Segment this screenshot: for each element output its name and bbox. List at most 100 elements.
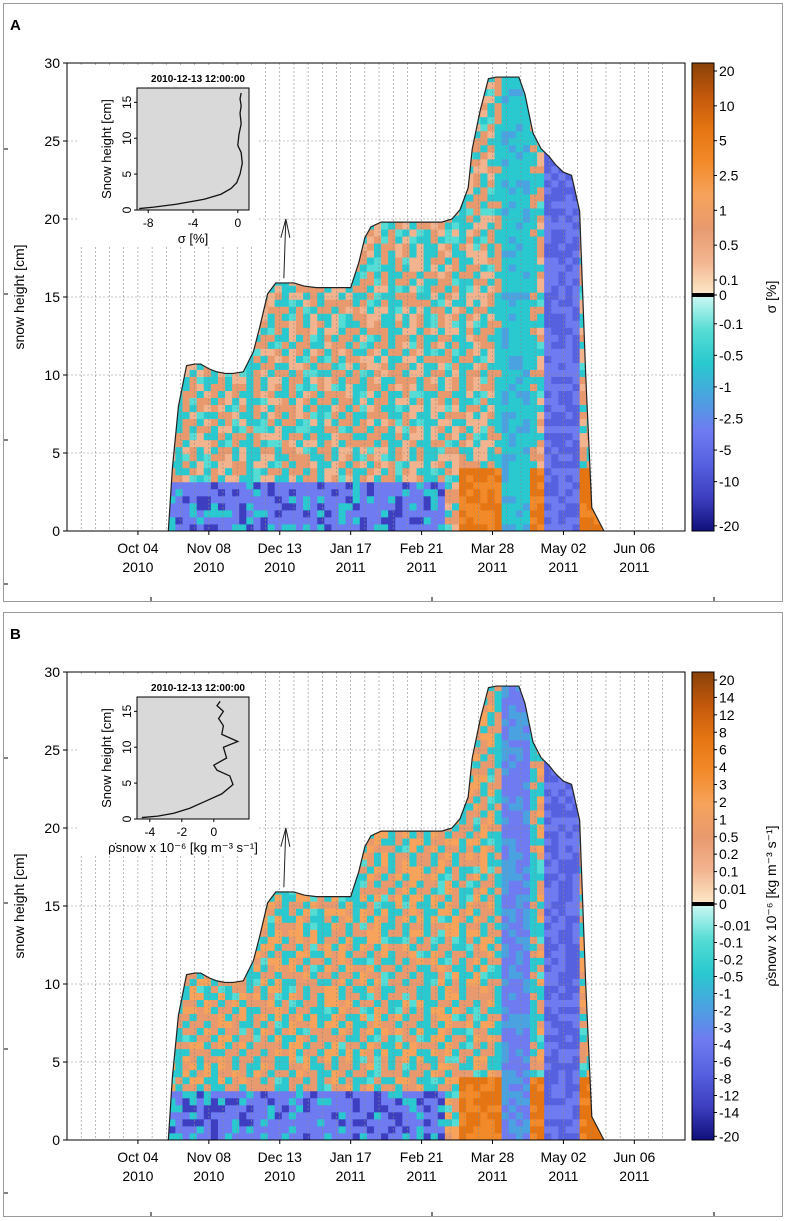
y-tick-label: 0 bbox=[52, 523, 60, 539]
heatmap-cell bbox=[516, 831, 524, 838]
heatmap-cell bbox=[537, 433, 545, 440]
heatmap-cell bbox=[211, 363, 219, 370]
heatmap-cell bbox=[565, 264, 573, 271]
heatmap-cell bbox=[530, 271, 538, 278]
heatmap-cell bbox=[502, 159, 510, 166]
heatmap-cell bbox=[197, 957, 205, 964]
heatmap-cell bbox=[487, 363, 495, 370]
heatmap-cell bbox=[502, 370, 510, 377]
heatmap-cell bbox=[211, 348, 219, 355]
heatmap-cell bbox=[409, 957, 417, 964]
heatmap-cell bbox=[487, 838, 495, 845]
heatmap-cell bbox=[310, 1098, 318, 1105]
heatmap-cell bbox=[395, 922, 403, 929]
heatmap-cell bbox=[431, 377, 439, 384]
heatmap-cell bbox=[204, 475, 212, 482]
heatmap-cell bbox=[495, 306, 503, 313]
heatmap-cell bbox=[523, 82, 531, 89]
heatmap-cell bbox=[253, 517, 261, 524]
heatmap-cell bbox=[239, 384, 247, 391]
heatmap-cell bbox=[409, 1063, 417, 1070]
heatmap-cell bbox=[282, 1000, 290, 1007]
heatmap-cell bbox=[253, 1014, 261, 1021]
heatmap-cell bbox=[516, 208, 524, 215]
heatmap-cell bbox=[438, 243, 446, 250]
heatmap-cell bbox=[466, 285, 474, 292]
heatmap-cell bbox=[239, 1007, 247, 1014]
heatmap-cell bbox=[438, 979, 446, 986]
heatmap-cell bbox=[409, 922, 417, 929]
heatmap-cell bbox=[310, 313, 318, 320]
heatmap-cell bbox=[282, 1084, 290, 1091]
heatmap-cell bbox=[296, 908, 304, 915]
heatmap-cell bbox=[402, 341, 410, 348]
heatmap-cell bbox=[480, 1063, 488, 1070]
heatmap-cell bbox=[353, 1014, 361, 1021]
heatmap-cell bbox=[324, 1035, 332, 1042]
heatmap-cell bbox=[289, 965, 297, 972]
heatmap-cell bbox=[395, 517, 403, 524]
heatmap-cell bbox=[466, 194, 474, 201]
heatmap-cell bbox=[523, 873, 531, 880]
heatmap-cell bbox=[381, 510, 389, 517]
heatmap-cell bbox=[282, 1028, 290, 1035]
heatmap-cell bbox=[523, 426, 531, 433]
heatmap-cell bbox=[452, 1077, 460, 1084]
heatmap-cell bbox=[310, 1021, 318, 1028]
heatmap-cell bbox=[424, 915, 432, 922]
heatmap-cell bbox=[459, 229, 467, 236]
heatmap-cell bbox=[523, 68, 531, 75]
heatmap-cell bbox=[289, 496, 297, 503]
heatmap-cell bbox=[438, 229, 446, 236]
heatmap-cell bbox=[495, 124, 503, 131]
heatmap-cell bbox=[544, 250, 552, 257]
heatmap-cell bbox=[381, 208, 389, 215]
heatmap-cell bbox=[409, 838, 417, 845]
heatmap-cell bbox=[544, 433, 552, 440]
heatmap-cell bbox=[218, 454, 226, 461]
heatmap-cell bbox=[580, 510, 588, 517]
heatmap-cell bbox=[438, 475, 446, 482]
heatmap-cell bbox=[218, 489, 226, 496]
heatmap-cell bbox=[487, 887, 495, 894]
heatmap-cell bbox=[367, 993, 375, 1000]
heatmap-cell bbox=[459, 965, 467, 972]
heatmap-cell bbox=[239, 489, 247, 496]
heatmap-cell bbox=[487, 320, 495, 327]
heatmap-cell bbox=[409, 264, 417, 271]
heatmap-cell bbox=[459, 880, 467, 887]
heatmap-cell bbox=[516, 517, 524, 524]
heatmap-cell bbox=[367, 461, 375, 468]
heatmap-cell bbox=[516, 1105, 524, 1112]
inset-y-axis-label: Snow height [cm] bbox=[99, 99, 114, 199]
heatmap-cell bbox=[551, 524, 559, 531]
heatmap-cell bbox=[204, 398, 212, 405]
heatmap-cell bbox=[417, 817, 425, 824]
heatmap-cell bbox=[282, 887, 290, 894]
heatmap-cell bbox=[296, 334, 304, 341]
heatmap-cell bbox=[495, 768, 503, 775]
heatmap-cell bbox=[190, 496, 198, 503]
heatmap-cell bbox=[261, 440, 269, 447]
heatmap-cell bbox=[190, 384, 198, 391]
colorbar-tick-label: -20 bbox=[719, 518, 739, 534]
heatmap-cell bbox=[282, 972, 290, 979]
heatmap-cell bbox=[239, 986, 247, 993]
heatmap-cell bbox=[509, 712, 517, 719]
heatmap-cell bbox=[360, 922, 368, 929]
heatmap-cell bbox=[466, 859, 474, 866]
heatmap-cell bbox=[445, 356, 453, 363]
heatmap-cell bbox=[339, 943, 347, 950]
heatmap-cell bbox=[495, 1119, 503, 1126]
heatmap-cell bbox=[565, 412, 573, 419]
heatmap-cell bbox=[261, 327, 269, 334]
heatmap-cell bbox=[289, 433, 297, 440]
heatmap-cell bbox=[374, 965, 382, 972]
heatmap-cell bbox=[275, 986, 283, 993]
heatmap-cell bbox=[516, 712, 524, 719]
heatmap-cell bbox=[480, 1084, 488, 1091]
heatmap-cell bbox=[509, 894, 517, 901]
heatmap-cell bbox=[381, 866, 389, 873]
heatmap-cell bbox=[381, 1000, 389, 1007]
heatmap-cell bbox=[495, 957, 503, 964]
